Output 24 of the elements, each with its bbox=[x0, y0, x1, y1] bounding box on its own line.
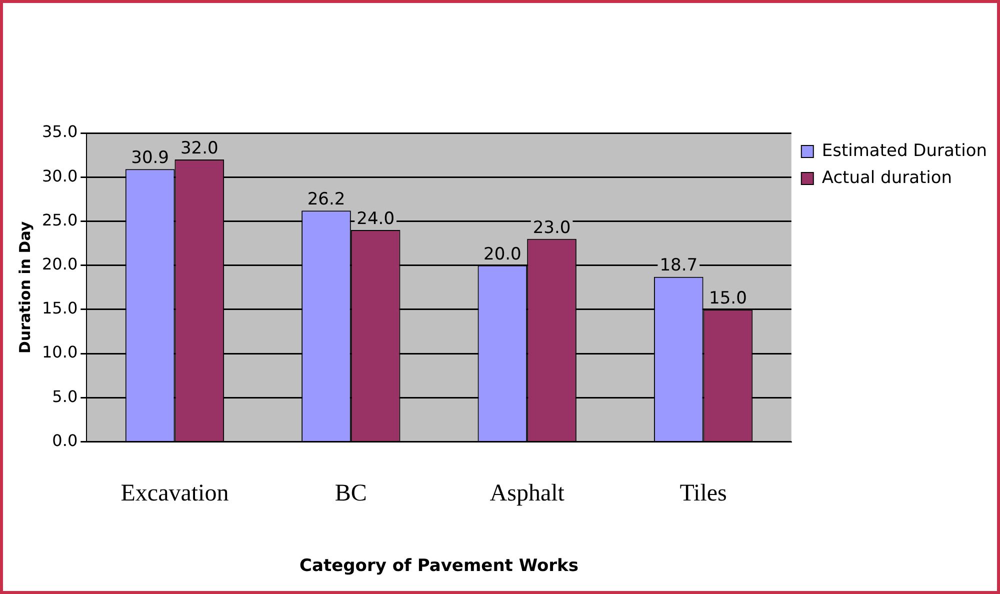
y-tick-label: 10.0 bbox=[42, 342, 78, 362]
y-tick-label: 30.0 bbox=[42, 166, 78, 186]
x-axis-title: Category of Pavement Works bbox=[300, 556, 578, 576]
data-label: 20.0 bbox=[484, 244, 522, 264]
data-label: 30.9 bbox=[131, 148, 169, 168]
y-tick-label: 20.0 bbox=[42, 254, 78, 274]
data-label: 32.0 bbox=[180, 138, 218, 158]
y-tick-label: 35.0 bbox=[42, 122, 78, 142]
y-axis-title: Duration in Day bbox=[16, 221, 34, 354]
data-label: 15.0 bbox=[709, 288, 747, 308]
y-tick-label: 25.0 bbox=[42, 210, 78, 230]
legend-label: Actual duration bbox=[822, 168, 952, 188]
data-label: 23.0 bbox=[532, 218, 571, 238]
x-tick-label: Excavation bbox=[120, 480, 229, 506]
legend-label: Estimated Duration bbox=[822, 140, 988, 161]
data-label: 24.0 bbox=[356, 208, 395, 229]
x-tick-label: Asphalt bbox=[490, 480, 565, 506]
data-label: 18.7 bbox=[660, 256, 698, 276]
y-tick-label: 5.0 bbox=[52, 386, 78, 406]
y-tick-label: 0.0 bbox=[52, 430, 78, 450]
data-label: 26.2 bbox=[307, 190, 346, 210]
x-tick-label: Tiles bbox=[680, 480, 727, 506]
x-tick-label: BC bbox=[334, 480, 367, 506]
y-tick-label: 15.0 bbox=[42, 298, 78, 318]
